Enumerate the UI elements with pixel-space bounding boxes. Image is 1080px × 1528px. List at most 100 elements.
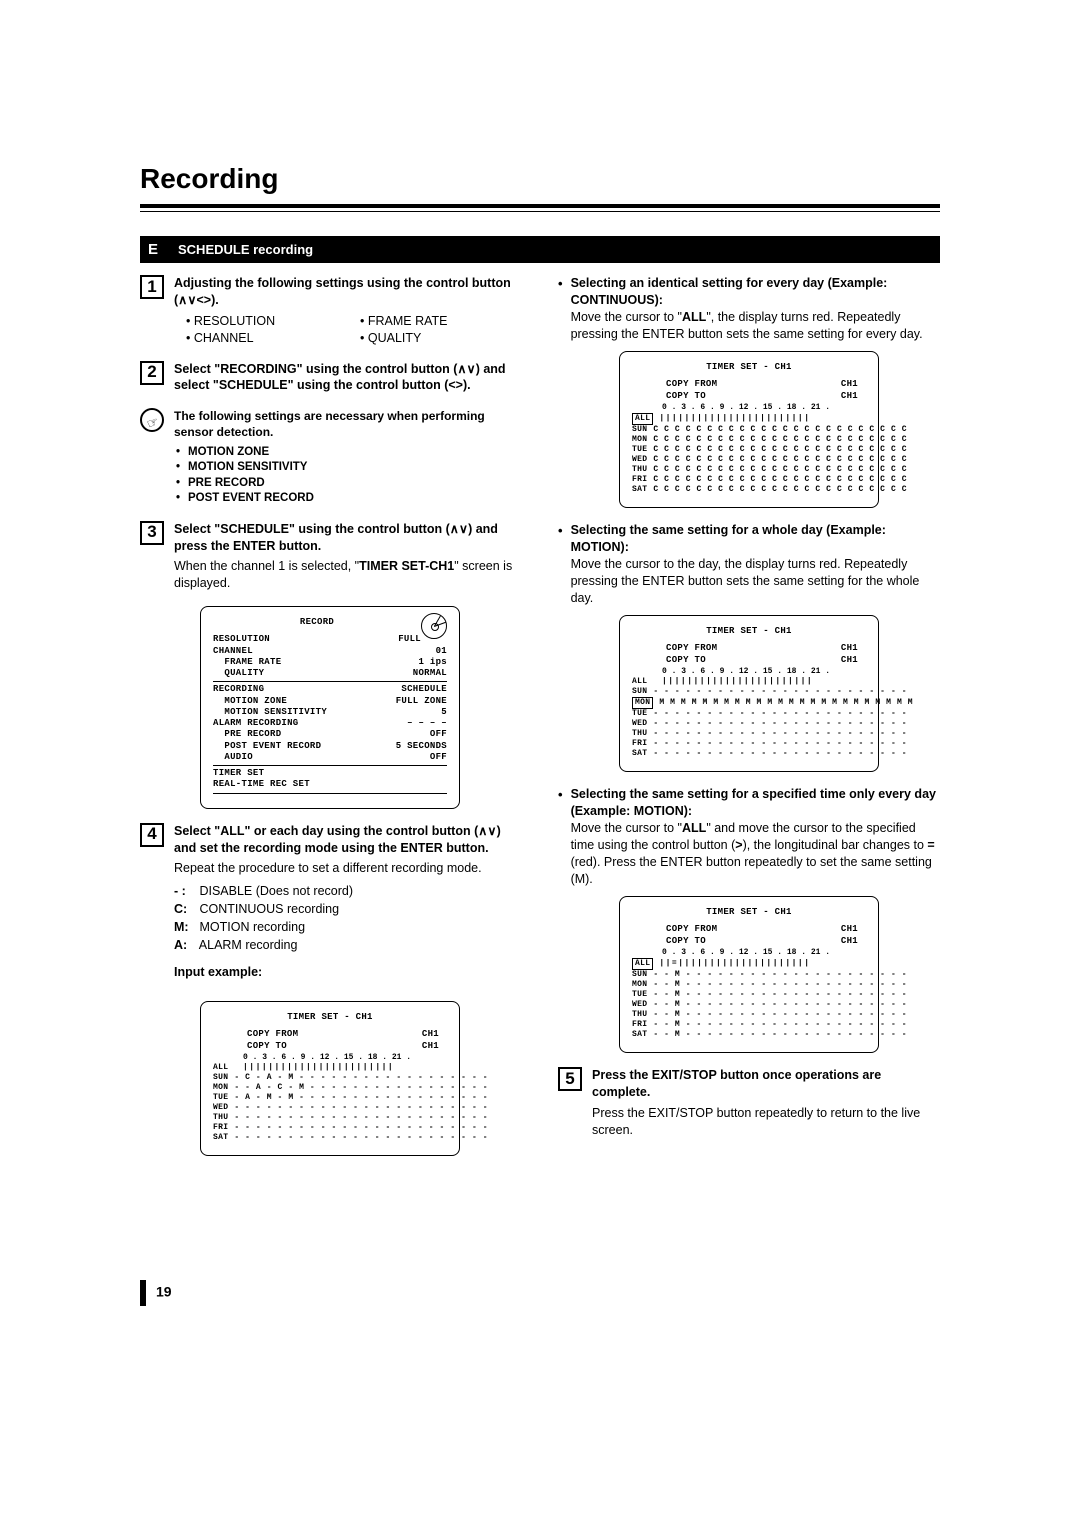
osd-timer-dayrow: SUN- C - A - M - - - - - - - - - - - - -… <box>213 1073 447 1083</box>
step-3-lead: Select "SCHEDULE" using the control butt… <box>174 522 498 553</box>
osd-record-row: CHANNEL01 <box>213 646 447 657</box>
step-1-lead: Adjusting the following settings using t… <box>174 276 511 307</box>
osd-timer-dayrow: ALL||=||||||||||||||||||||| <box>632 958 866 970</box>
osd-record-row: AUDIOOFF <box>213 752 447 763</box>
recording-mode-def: - : DISABLE (Does not record) <box>174 883 522 900</box>
osd-timer-dayrow: ALL|||||||||||||||||||||||| <box>213 1063 447 1073</box>
osd-timer-motion-time: TIMER SET - CH1COPY FROMCH1COPY TOCH10 .… <box>619 896 879 1054</box>
step-3: 3 Select "SCHEDULE" using the control bu… <box>140 521 522 593</box>
osd-record: RECORD RESOLUTIONFULLCHANNEL01 FRAME RAT… <box>200 606 460 809</box>
osd-timer-dayrow: THUC C C C C C C C C C C C C C C C C C C… <box>632 465 866 475</box>
osd-timer-dayrow: WED- - M - - - - - - - - - - - - - - - -… <box>632 1000 866 1010</box>
page-title: Recording <box>140 160 940 198</box>
step-5-lead: Press the EXIT/STOP button once operatio… <box>592 1068 881 1099</box>
osd-timer-dayrow: THU- - - - - - - - - - - - - - - - - - -… <box>632 729 866 739</box>
rule-thin <box>140 211 940 212</box>
section-header: E SCHEDULE recording <box>140 236 940 263</box>
osd-timer-dayrow: SUN- - - - - - - - - - - - - - - - - - -… <box>632 687 866 697</box>
step-3-body: When the channel 1 is selected, "TIMER S… <box>174 558 522 592</box>
osd-timer-dayrow: ALL|||||||||||||||||||||||| <box>632 413 866 425</box>
osd-record-row: TIMER SET <box>213 768 447 779</box>
osd-timer-dayrow: TUEC C C C C C C C C C C C C C C C C C C… <box>632 445 866 455</box>
right-bullet-motion-day: • Selecting the same setting for a whole… <box>558 522 940 606</box>
input-example-label: Input example: <box>174 964 522 981</box>
rb3-heading: Selecting the same setting for a specifi… <box>571 786 940 820</box>
osd-timer-dayrow: THU- - M - - - - - - - - - - - - - - - -… <box>632 1010 866 1020</box>
left-column: 1 Adjusting the following settings using… <box>140 275 522 1170</box>
rb3-body: Move the cursor to "ALL" and move the cu… <box>571 820 940 888</box>
osd-timer-dayrow: FRI- - - - - - - - - - - - - - - - - - -… <box>632 739 866 749</box>
step-num-1: 1 <box>140 275 164 299</box>
rb2-body: Move the cursor to the day, the display … <box>571 556 940 607</box>
step-4-body: Repeat the procedure to set a different … <box>174 860 522 877</box>
osd-record-row: RECORDINGSCHEDULE <box>213 684 447 695</box>
disc-icon <box>421 613 447 639</box>
step-1-item: • QUALITY <box>348 330 522 347</box>
osd-timer-dayrow: MONC C C C C C C C C C C C C C C C C C C… <box>632 435 866 445</box>
osd-timer-dayrow: SAT- - - - - - - - - - - - - - - - - - -… <box>632 749 866 759</box>
step-1: 1 Adjusting the following settings using… <box>140 275 522 347</box>
step-2: 2 Select "RECORDING" using the control b… <box>140 361 522 395</box>
osd-record-row: MOTION ZONEFULL ZONE <box>213 696 447 707</box>
step-1-item: • CHANNEL <box>174 330 348 347</box>
note-item: MOTION ZONE <box>174 445 522 461</box>
osd-timer-dayrow: TUE- - - - - - - - - - - - - - - - - - -… <box>632 709 866 719</box>
step-4: 4 Select "ALL" or each day using the con… <box>140 823 522 987</box>
step-num-3: 3 <box>140 521 164 545</box>
right-bullet-motion-time: • Selecting the same setting for a speci… <box>558 786 940 887</box>
osd-record-row: MOTION SENSITIVITY5 <box>213 707 447 718</box>
osd-timer-title: TIMER SET - CH1 <box>213 1012 447 1023</box>
osd-record-row: RESOLUTIONFULL <box>213 634 421 645</box>
step-2-lead: Select "RECORDING" using the control but… <box>174 362 506 393</box>
rb1-body: Move the cursor to "ALL", the display tu… <box>571 309 940 343</box>
rb1-heading: Selecting an identical setting for every… <box>571 275 940 309</box>
osd-timer-dayrow: SAT- - - - - - - - - - - - - - - - - - -… <box>213 1133 447 1143</box>
step-5-body: Press the EXIT/STOP button repeatedly to… <box>592 1105 940 1139</box>
osd-timer-title: TIMER SET - CH1 <box>632 362 866 373</box>
right-bullet-continuous: • Selecting an identical setting for eve… <box>558 275 940 343</box>
osd-record-title: RECORD <box>213 617 447 628</box>
step-5: 5 Press the EXIT/STOP button once operat… <box>558 1067 940 1139</box>
step-1-item: • FRAME RATE <box>348 313 522 330</box>
osd-record-row: FRAME RATE1 ips <box>213 657 447 668</box>
step-num-4: 4 <box>140 823 164 847</box>
step-1-item: • RESOLUTION <box>174 313 348 330</box>
osd-timer-dayrow: SUN- - M - - - - - - - - - - - - - - - -… <box>632 970 866 980</box>
note-item: MOTION SENSITIVITY <box>174 460 522 476</box>
osd-timer-dayrow: THU- - - - - - - - - - - - - - - - - - -… <box>213 1113 447 1123</box>
section-letter: E <box>148 240 168 260</box>
osd-timer-dayrow: SATC C C C C C C C C C C C C C C C C C C… <box>632 485 866 495</box>
pointing-hand-icon: ☞ <box>140 408 164 432</box>
osd-timer-title: TIMER SET - CH1 <box>632 626 866 637</box>
note-item: PRE RECORD <box>174 476 522 492</box>
osd-timer-dayrow: SAT- - M - - - - - - - - - - - - - - - -… <box>632 1030 866 1040</box>
osd-timer-continuous: TIMER SET - CH1COPY FROMCH1COPY TOCH10 .… <box>619 351 879 509</box>
osd-timer-input-example: TIMER SET - CH1COPY FROMCH1COPY TOCH10 .… <box>200 1001 460 1157</box>
osd-timer-dayrow: WEDC C C C C C C C C C C C C C C C C C C… <box>632 455 866 465</box>
osd-timer-dayrow: MON- - M - - - - - - - - - - - - - - - -… <box>632 980 866 990</box>
osd-timer-dayrow: MONM M M M M M M M M M M M M M M M M M M… <box>632 697 866 709</box>
note-lead: The following settings are necessary whe… <box>174 409 485 439</box>
osd-timer-dayrow: TUE- A - M - M - - - - - - - - - - - - -… <box>213 1093 447 1103</box>
osd-timer-dayrow: WED- - - - - - - - - - - - - - - - - - -… <box>213 1103 447 1113</box>
osd-timer-dayrow: MON- - A - C - M - - - - - - - - - - - -… <box>213 1083 447 1093</box>
osd-record-row: QUALITYNORMAL <box>213 668 447 679</box>
osd-record-row: PRE RECORDOFF <box>213 729 447 740</box>
sensor-note: ☞ The following settings are necessary w… <box>140 408 522 506</box>
osd-record-row: REAL-TIME REC SET <box>213 779 447 790</box>
osd-timer-title: TIMER SET - CH1 <box>632 907 866 918</box>
note-item: POST EVENT RECORD <box>174 491 522 507</box>
osd-timer-dayrow: FRI- - M - - - - - - - - - - - - - - - -… <box>632 1020 866 1030</box>
osd-timer-motion-day: TIMER SET - CH1COPY FROMCH1COPY TOCH10 .… <box>619 615 879 773</box>
osd-timer-dayrow: ALL|||||||||||||||||||||||| <box>632 677 866 687</box>
rule-thick <box>140 204 940 208</box>
section-title: SCHEDULE recording <box>178 241 313 259</box>
step-num-2: 2 <box>140 361 164 385</box>
rb2-heading: Selecting the same setting for a whole d… <box>571 522 940 556</box>
osd-record-row: ALARM RECORDING– – – – <box>213 718 447 729</box>
osd-timer-dayrow: WED- - - - - - - - - - - - - - - - - - -… <box>632 719 866 729</box>
step-4-lead: Select "ALL" or each day using the contr… <box>174 824 501 855</box>
osd-record-row: POST EVENT RECORD5 SECONDS <box>213 741 447 752</box>
osd-timer-dayrow: TUE- - M - - - - - - - - - - - - - - - -… <box>632 990 866 1000</box>
osd-timer-dayrow: FRIC C C C C C C C C C C C C C C C C C C… <box>632 475 866 485</box>
